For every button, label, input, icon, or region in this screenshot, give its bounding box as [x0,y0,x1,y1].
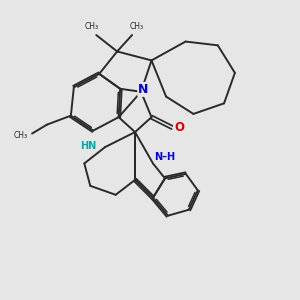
Text: CH₃: CH₃ [130,22,144,31]
Text: N–H: N–H [154,152,176,163]
Text: CH₃: CH₃ [85,22,99,31]
Text: O: O [174,121,184,134]
Text: N: N [138,83,148,96]
Text: CH₃: CH₃ [14,131,28,140]
Text: HN: HN [80,140,96,151]
